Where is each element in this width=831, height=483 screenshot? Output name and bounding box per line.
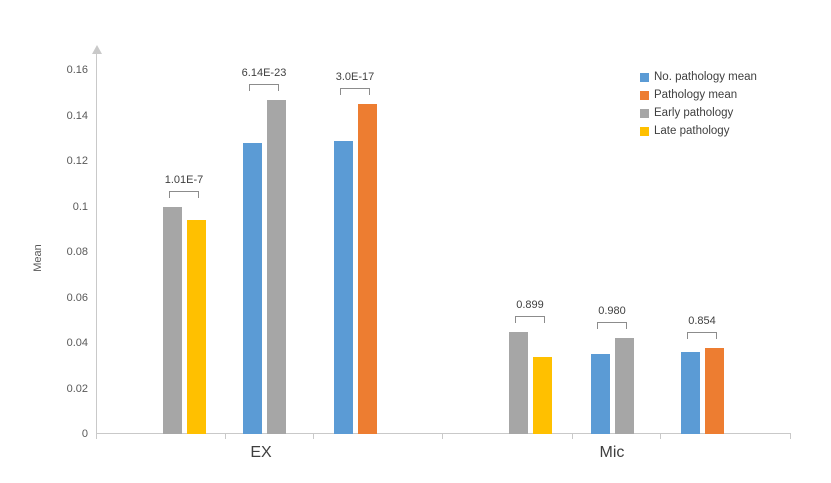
y-tick-label: 0.1 (72, 200, 88, 213)
p-value-label: 1.01E-7 (164, 173, 204, 186)
significance-bracket (597, 322, 627, 330)
legend-item: Pathology mean (640, 89, 757, 101)
y-tick-label: 0.04 (66, 337, 88, 349)
y-tick-label: 0 (81, 428, 88, 440)
bar (333, 140, 353, 434)
x-tick-mark (790, 434, 791, 439)
significance-bracket (340, 88, 370, 96)
bar (704, 347, 724, 434)
significance-bracket (515, 315, 545, 323)
x-tick-mark (660, 434, 661, 439)
legend-label: Pathology mean (654, 89, 738, 101)
bar (532, 356, 552, 434)
y-tick-label: 0.06 (66, 291, 88, 304)
p-value-label: 6.14E-23 (241, 66, 287, 79)
legend-item: Late pathology (640, 125, 757, 137)
y-axis-line (96, 54, 97, 434)
legend-label: Early pathology (654, 107, 734, 119)
bar (162, 206, 182, 434)
legend-swatch-icon (640, 72, 649, 82)
y-tick-label: 0.08 (66, 246, 88, 258)
bar (508, 331, 528, 434)
y-tick-label: 0.12 (66, 155, 88, 167)
bar (680, 352, 700, 434)
y-tick-label: 0.14 (66, 109, 88, 122)
x-tick-mark (572, 434, 573, 439)
legend-label: No. pathology mean (654, 71, 757, 83)
significance-bracket (169, 190, 199, 198)
x-axis-line (96, 433, 791, 434)
x-tick-mark (442, 434, 443, 439)
legend-item: No. pathology mean (640, 71, 757, 83)
bar (614, 338, 634, 434)
bar (186, 220, 206, 434)
x-tick-mark (96, 434, 97, 439)
bar (242, 142, 262, 434)
significance-bracket (249, 83, 279, 91)
significance-bracket (687, 331, 717, 339)
x-category-label: Mic (599, 444, 625, 461)
bar (266, 99, 286, 434)
bar (357, 104, 377, 434)
legend: No. pathology mean Pathology mean Early pa… (640, 71, 757, 143)
x-category-label: EX (250, 444, 272, 461)
legend-swatch-icon (640, 126, 649, 136)
bar (590, 354, 610, 434)
legend-swatch-icon (640, 90, 649, 100)
p-value-label: 0.980 (598, 305, 626, 318)
legend-swatch-icon (640, 108, 649, 118)
p-value-label: 3.0E-17 (335, 71, 375, 84)
legend-label: Late pathology (654, 125, 730, 137)
y-tick-label: 0.16 (66, 64, 88, 76)
y-tick-label: 0.02 (66, 382, 88, 395)
p-value-label: 0.899 (516, 298, 544, 311)
y-axis-arrow-icon (92, 45, 102, 54)
x-tick-mark (225, 434, 226, 439)
legend-item: Early pathology (640, 107, 757, 119)
x-tick-mark (313, 434, 314, 439)
p-value-label: 0.854 (688, 314, 716, 327)
